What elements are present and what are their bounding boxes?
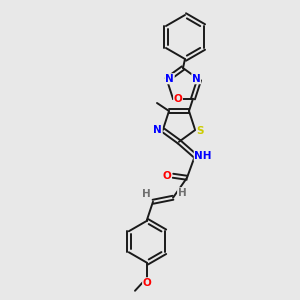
Text: NH: NH (194, 151, 212, 161)
Text: N: N (166, 74, 174, 84)
Text: N: N (192, 74, 200, 84)
Text: H: H (178, 188, 186, 198)
Text: H: H (142, 189, 150, 199)
Text: O: O (174, 94, 182, 104)
Text: O: O (142, 278, 152, 288)
Text: O: O (163, 171, 171, 181)
Text: N: N (153, 125, 162, 135)
Text: S: S (196, 126, 204, 136)
